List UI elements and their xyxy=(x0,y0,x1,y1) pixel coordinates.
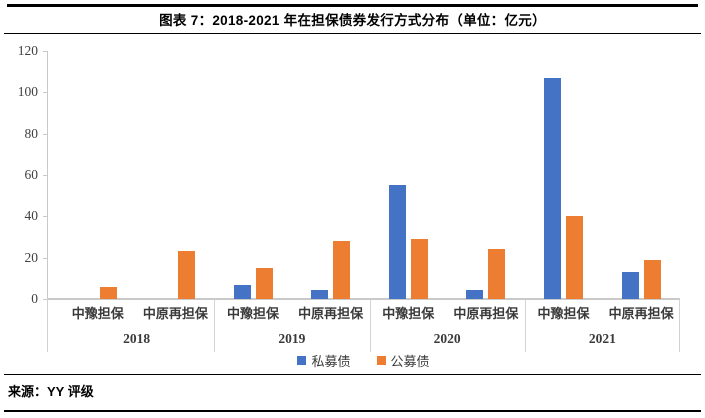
title-divider xyxy=(4,32,701,34)
category-label-2020-中豫担保: 中豫担保 xyxy=(382,306,435,321)
bar-私募债-2021-中豫担保 xyxy=(544,77,562,299)
group-separator xyxy=(524,299,526,352)
year-label-2021: 2021 xyxy=(588,331,616,346)
year-group-2018 xyxy=(59,51,214,299)
y-tick-mark xyxy=(43,257,47,259)
top-divider xyxy=(7,4,698,7)
year-group-2019 xyxy=(214,51,369,299)
y-tick-label-100: 100 xyxy=(17,84,38,100)
source-divider xyxy=(4,374,701,376)
bar-pair-2019-中豫担保 xyxy=(214,51,292,299)
bar-pair-2021-中原再担保 xyxy=(602,51,680,299)
bar-公募债-2020-中豫担保 xyxy=(410,239,428,299)
bar-私募债-2019-中原再担保 xyxy=(311,289,329,299)
y-tick-label-60: 60 xyxy=(24,167,39,182)
bar-公募债-2018-中豫担保 xyxy=(100,286,118,299)
bar-公募债-2019-中原再担保 xyxy=(333,241,351,299)
x-axis-line xyxy=(47,298,680,300)
legend-label-private-bond: 私募债 xyxy=(311,354,351,369)
year-label-2019: 2019 xyxy=(278,331,306,346)
y-tick-label-120: 120 xyxy=(17,43,38,58)
bar-公募债-2021-中豫担保 xyxy=(566,216,584,299)
y-tick-label-80: 80 xyxy=(24,125,39,141)
y-axis-line xyxy=(47,51,48,299)
bar-pair-2020-中原再担保 xyxy=(447,51,525,299)
legend-label-public-bond: 公募债 xyxy=(390,354,430,369)
category-labels-2019: 中豫担保 中原再担保 xyxy=(214,303,369,325)
bar-私募债-2020-中原再担保 xyxy=(466,289,484,299)
category-label-2019-中豫担保: 中豫担保 xyxy=(227,306,280,321)
category-label-2020-中原再担保: 中原再担保 xyxy=(453,306,519,321)
group-separator xyxy=(214,299,216,352)
y-tick-mark xyxy=(43,175,47,176)
x-axis-labels: 中豫担保 中原再担保 中豫担保 中原再担保 中豫担保 中原再担保 中豫担保 中原再担保 201… xyxy=(47,299,680,353)
legend-item-private-bond: 私募债 xyxy=(297,351,351,370)
year-label-2020: 2020 xyxy=(433,331,461,346)
bar-pair-2018-中豫担保 xyxy=(59,51,137,299)
group-separator xyxy=(679,299,680,352)
bar-公募债-2020-中原再担保 xyxy=(488,249,506,299)
bar-私募债-2019-中豫担保 xyxy=(233,284,251,299)
y-tick-mark xyxy=(43,216,47,218)
group-separator xyxy=(47,299,48,352)
bar-私募债-2020-中豫担保 xyxy=(388,185,406,299)
category-label-2021-中豫担保: 中豫担保 xyxy=(537,306,590,321)
plot-area xyxy=(47,51,680,299)
year-label-row: 2018 2019 2020 2021 xyxy=(59,328,680,350)
bar-pair-2019-中原再担保 xyxy=(292,51,370,299)
category-labels-2021: 中豫担保 中原再担保 xyxy=(525,303,680,325)
category-label-2021-中原再担保: 中原再担保 xyxy=(608,306,674,321)
category-label-2018-中豫担保: 中豫担保 xyxy=(71,306,124,321)
category-label-row: 中豫担保 中原再担保 中豫担保 中原再担保 中豫担保 中原再担保 中豫担保 中原再担保 xyxy=(59,303,680,325)
y-tick-mark xyxy=(43,92,47,94)
bar-公募债-2018-中原再担保 xyxy=(177,251,195,299)
year-group-2020 xyxy=(370,51,525,299)
bottom-divider xyxy=(4,410,701,412)
category-label-2019-中原再担保: 中原再担保 xyxy=(298,306,364,321)
private-bond-swatch xyxy=(297,356,307,365)
category-labels-2018: 中豫担保 中原再担保 xyxy=(59,303,214,325)
legend: 私募债 公募债 xyxy=(47,351,680,370)
year-label-2018: 2018 xyxy=(123,331,151,346)
y-tick-mark xyxy=(43,133,47,135)
bar-pair-2018-中原再担保 xyxy=(137,51,215,299)
y-tick-label-20: 20 xyxy=(24,249,39,265)
y-tick-label-40: 40 xyxy=(24,208,39,224)
bar-私募债-2021-中原再担保 xyxy=(621,272,639,299)
y-tick-label-0: 0 xyxy=(31,291,38,306)
y-tick-mark xyxy=(43,299,47,300)
source-note: 来源：YY 评级 xyxy=(8,384,94,399)
bar-公募债-2021-中原再担保 xyxy=(643,259,661,299)
y-tick-mark xyxy=(43,51,47,52)
year-group-2021 xyxy=(525,51,680,299)
chart-title: 图表 7：2018-2021 年在担保债券发行方式分布（单位：亿元） xyxy=(159,13,546,28)
group-separator xyxy=(369,299,371,352)
bar-pair-2021-中豫担保 xyxy=(525,51,603,299)
bar-pair-2020-中豫担保 xyxy=(370,51,448,299)
category-label-2018-中原再担保: 中原再担保 xyxy=(142,306,208,321)
legend-item-public-bond: 公募债 xyxy=(376,351,430,370)
category-labels-2020: 中豫担保 中原再担保 xyxy=(370,303,525,325)
public-bond-swatch xyxy=(376,356,386,365)
bar-公募债-2019-中豫担保 xyxy=(255,268,273,299)
